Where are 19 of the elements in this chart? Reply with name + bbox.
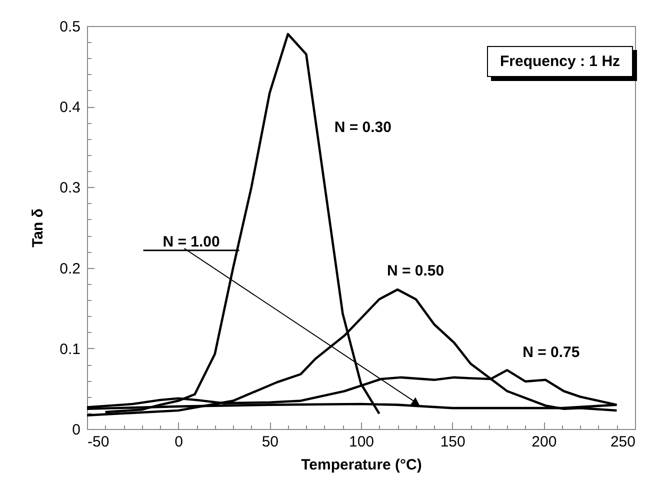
y-tick-label: 0.1 xyxy=(60,340,80,358)
x-tick-label: 150 xyxy=(440,434,466,450)
x-tick-label: 250 xyxy=(610,434,636,450)
series-label: N = 0.50 xyxy=(386,262,444,280)
y-tick-label: 0 xyxy=(72,422,80,438)
x-tick-label: -50 xyxy=(88,434,110,450)
y-tick-label: 0.5 xyxy=(60,18,80,36)
x-tick-label: 0 xyxy=(174,434,184,450)
y-tick-label: 0.2 xyxy=(60,260,80,278)
annotation: N = 1.00 xyxy=(162,233,220,250)
x-tick-label: 100 xyxy=(348,434,374,450)
x-tick-label: 50 xyxy=(262,434,279,450)
series-label: N = 0.30 xyxy=(334,119,392,136)
y-axis-title: Tan δ xyxy=(30,208,47,248)
y-tick-label: 0.4 xyxy=(60,99,80,116)
x-axis-title: Temperature (°C) xyxy=(301,456,422,474)
x-tick-label: 200 xyxy=(532,434,557,450)
series-label: N = 0.75 xyxy=(522,344,580,362)
y-tick-label: 0.3 xyxy=(60,180,80,197)
